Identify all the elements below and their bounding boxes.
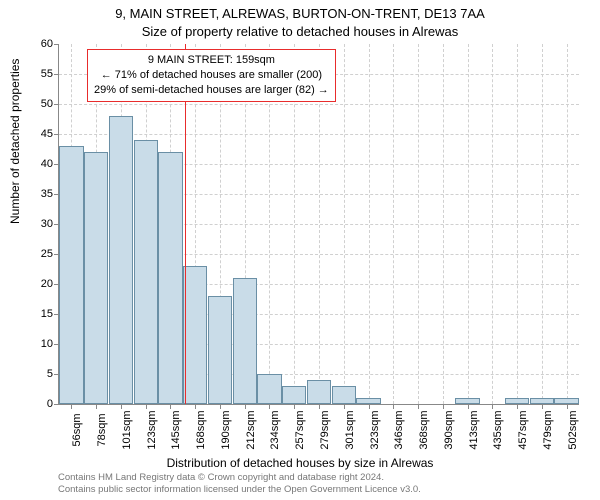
x-tick-mark xyxy=(195,404,196,409)
x-axis-label: Distribution of detached houses by size … xyxy=(0,456,600,470)
credits: Contains HM Land Registry data © Crown c… xyxy=(58,472,421,496)
y-tick-label: 15 xyxy=(41,308,59,320)
x-tick-label: 479sqm xyxy=(542,410,554,449)
grid-line-v xyxy=(443,44,444,404)
x-tick-mark xyxy=(245,404,246,409)
histogram-bar xyxy=(208,296,232,404)
x-tick-mark xyxy=(542,404,543,409)
x-tick-mark xyxy=(220,404,221,409)
histogram-bar xyxy=(455,398,479,404)
x-tick-label: 390sqm xyxy=(443,410,455,449)
histogram-bar xyxy=(554,398,578,404)
x-tick-mark xyxy=(319,404,320,409)
credits-line2: Contains public sector information licen… xyxy=(58,484,421,496)
x-tick-label: 190sqm xyxy=(220,410,232,449)
x-tick-mark xyxy=(71,404,72,409)
x-tick-mark xyxy=(146,404,147,409)
histogram-bar xyxy=(332,386,356,404)
x-tick-label: 212sqm xyxy=(245,410,257,449)
grid-line-v xyxy=(418,44,419,404)
grid-line-v xyxy=(517,44,518,404)
y-tick-label: 20 xyxy=(41,278,59,290)
y-tick-label: 10 xyxy=(41,338,59,350)
y-axis-label: Number of detached properties xyxy=(8,59,22,224)
x-tick-label: 457sqm xyxy=(517,410,529,449)
x-tick-mark xyxy=(393,404,394,409)
x-tick-mark xyxy=(517,404,518,409)
plot-area: 05101520253035404550556056sqm78sqm101sqm… xyxy=(58,44,579,405)
grid-line-v xyxy=(344,44,345,404)
x-tick-label: 234sqm xyxy=(269,410,281,449)
annotation-line2: ← 71% of detached houses are smaller (20… xyxy=(94,68,329,83)
y-tick-label: 45 xyxy=(41,128,59,140)
histogram-bar xyxy=(530,398,554,404)
histogram-bar xyxy=(134,140,158,404)
x-tick-label: 502sqm xyxy=(567,410,579,449)
x-tick-mark xyxy=(567,404,568,409)
y-tick-label: 35 xyxy=(41,188,59,200)
histogram-bar xyxy=(233,278,257,404)
histogram-bar xyxy=(257,374,281,404)
x-tick-label: 279sqm xyxy=(319,410,331,449)
histogram-bar xyxy=(183,266,207,404)
x-tick-label: 301sqm xyxy=(344,410,356,449)
histogram-bar xyxy=(356,398,380,404)
y-tick-label: 5 xyxy=(47,368,59,380)
x-tick-mark xyxy=(121,404,122,409)
x-tick-mark xyxy=(443,404,444,409)
chart-subtitle: Size of property relative to detached ho… xyxy=(0,24,600,39)
x-tick-label: 323sqm xyxy=(369,410,381,449)
x-tick-label: 101sqm xyxy=(121,410,133,449)
histogram-bar xyxy=(84,152,108,404)
x-tick-label: 78sqm xyxy=(96,413,108,446)
credits-line1: Contains HM Land Registry data © Crown c… xyxy=(58,472,421,484)
annotation-line1: 9 MAIN STREET: 159sqm xyxy=(94,53,329,68)
histogram-bar xyxy=(282,386,306,404)
y-tick-label: 0 xyxy=(47,398,59,410)
x-tick-label: 413sqm xyxy=(468,410,480,449)
x-tick-mark xyxy=(492,404,493,409)
x-tick-label: 368sqm xyxy=(418,410,430,449)
grid-line-v xyxy=(393,44,394,404)
grid-line-v xyxy=(567,44,568,404)
chart-container: 9, MAIN STREET, ALREWAS, BURTON-ON-TRENT… xyxy=(0,0,600,500)
histogram-bar xyxy=(307,380,331,404)
x-tick-label: 168sqm xyxy=(195,410,207,449)
annotation-line3: 29% of semi-detached houses are larger (… xyxy=(94,83,329,98)
y-tick-label: 55 xyxy=(41,68,59,80)
y-tick-label: 40 xyxy=(41,158,59,170)
histogram-bar xyxy=(109,116,133,404)
x-tick-label: 56sqm xyxy=(71,413,83,446)
x-tick-mark xyxy=(269,404,270,409)
x-tick-mark xyxy=(96,404,97,409)
x-tick-mark xyxy=(344,404,345,409)
y-tick-label: 60 xyxy=(41,38,59,50)
x-tick-mark xyxy=(294,404,295,409)
grid-line-v xyxy=(468,44,469,404)
histogram-bar xyxy=(158,152,182,404)
x-tick-label: 435sqm xyxy=(492,410,504,449)
x-tick-mark xyxy=(170,404,171,409)
x-tick-label: 257sqm xyxy=(294,410,306,449)
y-tick-label: 30 xyxy=(41,218,59,230)
histogram-bar xyxy=(59,146,83,404)
y-tick-label: 50 xyxy=(41,98,59,110)
x-tick-label: 123sqm xyxy=(146,410,158,449)
histogram-bar xyxy=(505,398,529,404)
grid-line-v xyxy=(542,44,543,404)
annotation-box: 9 MAIN STREET: 159sqm← 71% of detached h… xyxy=(87,49,336,102)
x-tick-mark xyxy=(418,404,419,409)
chart-title-address: 9, MAIN STREET, ALREWAS, BURTON-ON-TRENT… xyxy=(0,6,600,21)
x-tick-label: 346sqm xyxy=(393,410,405,449)
y-tick-label: 25 xyxy=(41,248,59,260)
grid-line-v xyxy=(369,44,370,404)
grid-line-v xyxy=(492,44,493,404)
x-tick-label: 145sqm xyxy=(170,410,182,449)
x-tick-mark xyxy=(468,404,469,409)
x-tick-mark xyxy=(369,404,370,409)
